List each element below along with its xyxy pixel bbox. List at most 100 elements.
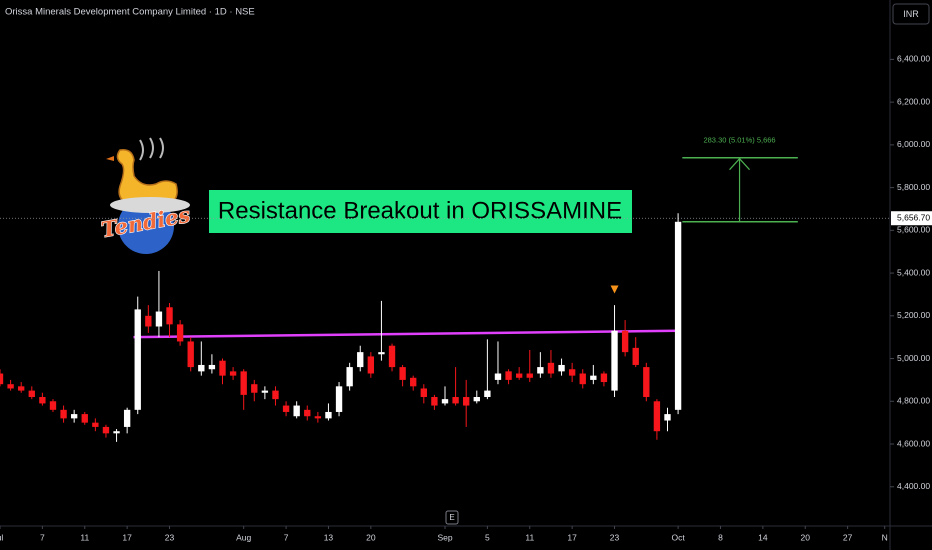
candle-body <box>49 401 57 410</box>
candle-body <box>134 309 141 410</box>
candle-body <box>399 367 406 380</box>
x-tick-label: 7 <box>284 532 289 542</box>
projection-arrowhead <box>729 157 750 171</box>
candle-body <box>102 426 110 434</box>
candle-body <box>473 397 480 402</box>
candle-body <box>208 364 216 370</box>
x-tick-label: 13 <box>324 532 334 542</box>
candle-body <box>568 369 576 376</box>
candle-body <box>611 330 618 391</box>
candle-body <box>187 341 194 368</box>
candle-body <box>643 367 650 398</box>
candle-body <box>452 397 459 404</box>
candle-body <box>388 345 396 368</box>
x-tick-label: 7 <box>40 532 45 542</box>
x-tick-label: 20 <box>801 532 811 542</box>
projection-label: 283.30 (5.01%) 5,666 <box>703 136 775 145</box>
candle-body <box>7 384 14 389</box>
candle-body <box>579 373 586 385</box>
candle-body <box>653 401 661 432</box>
candle-body <box>60 409 67 419</box>
candle-body <box>325 411 332 419</box>
x-tick-label: 17 <box>567 532 577 542</box>
candle-body <box>367 356 375 374</box>
candle-body <box>0 373 4 385</box>
candle-body <box>621 330 629 353</box>
candle-body <box>431 397 438 406</box>
x-tick-label: N <box>882 532 888 542</box>
candle-body <box>176 324 184 342</box>
candle-body <box>674 221 682 410</box>
y-tick-label: 5,000.00 <box>897 353 930 363</box>
candle-body <box>39 397 46 404</box>
candle-body <box>515 373 523 378</box>
candle-body <box>155 311 163 327</box>
x-tick-label: 11 <box>80 532 89 542</box>
x-tick-label: 23 <box>165 532 175 542</box>
x-tick-label: Oct <box>671 532 685 542</box>
y-tick-label: 5,600.00 <box>897 225 930 235</box>
candle-body <box>166 307 173 325</box>
last-price-label: 5,656.70 <box>897 212 930 222</box>
currency-box[interactable] <box>892 3 930 25</box>
candle-body <box>123 409 131 427</box>
candle-body <box>18 386 25 391</box>
candle-body <box>261 390 269 393</box>
candle-body <box>335 386 343 412</box>
y-tick-label: 5,400.00 <box>897 267 930 277</box>
candle-body <box>410 377 417 387</box>
candle-body <box>272 390 279 400</box>
scale-button-label[interactable]: E <box>449 513 454 522</box>
y-tick-label: 5,200.00 <box>897 310 930 320</box>
candle-body <box>558 364 565 372</box>
candle-body <box>346 367 353 387</box>
logo-beak <box>106 156 114 161</box>
headline: Resistance Breakout in ORISSAMINE <box>218 197 622 224</box>
candle-body <box>229 371 237 376</box>
y-tick-label: 4,400.00 <box>897 481 930 491</box>
y-tick-label: 4,800.00 <box>897 396 930 406</box>
resistance-line <box>133 329 679 339</box>
y-tick-label: 5,800.00 <box>897 182 930 192</box>
y-tick-label: 6,000.00 <box>897 139 930 149</box>
candle-body <box>219 360 226 376</box>
candle-body <box>357 352 364 368</box>
candle-body <box>420 388 427 398</box>
x-tick-label: Sep <box>437 532 452 542</box>
candle-body <box>632 347 639 365</box>
candle-body <box>240 371 247 395</box>
headline-box <box>209 190 632 233</box>
x-tick-label: ul <box>0 532 3 542</box>
candle-body <box>28 390 35 398</box>
candle-body <box>198 364 205 372</box>
y-tick-label: 6,400.00 <box>897 54 930 64</box>
x-tick-label: 23 <box>610 532 620 542</box>
currency[interactable]: INR <box>903 9 919 19</box>
y-tick-label: 4,600.00 <box>897 438 930 448</box>
x-tick-label: 14 <box>758 532 768 542</box>
candle-body <box>526 373 533 378</box>
x-tick-label: 5 <box>485 532 490 542</box>
candle-body <box>92 422 99 427</box>
scale-button[interactable] <box>445 510 459 525</box>
candle-body <box>293 405 300 417</box>
candle-body <box>537 367 544 374</box>
candle-body <box>547 362 555 374</box>
candle-body <box>484 390 491 398</box>
candle-body <box>441 399 449 404</box>
logo-dish <box>110 197 190 213</box>
last-price-badge <box>891 211 932 226</box>
x-tick-label: Aug <box>236 532 251 542</box>
y-tick-label: 6,200.00 <box>897 96 930 106</box>
candle-body <box>314 416 322 419</box>
candle-body <box>113 431 120 434</box>
signal-marker <box>610 285 619 294</box>
candle-body <box>304 409 311 417</box>
candle-body <box>463 397 470 406</box>
x-tick-label: 17 <box>122 532 132 542</box>
candle-body <box>494 373 502 380</box>
candle-body <box>590 375 597 380</box>
